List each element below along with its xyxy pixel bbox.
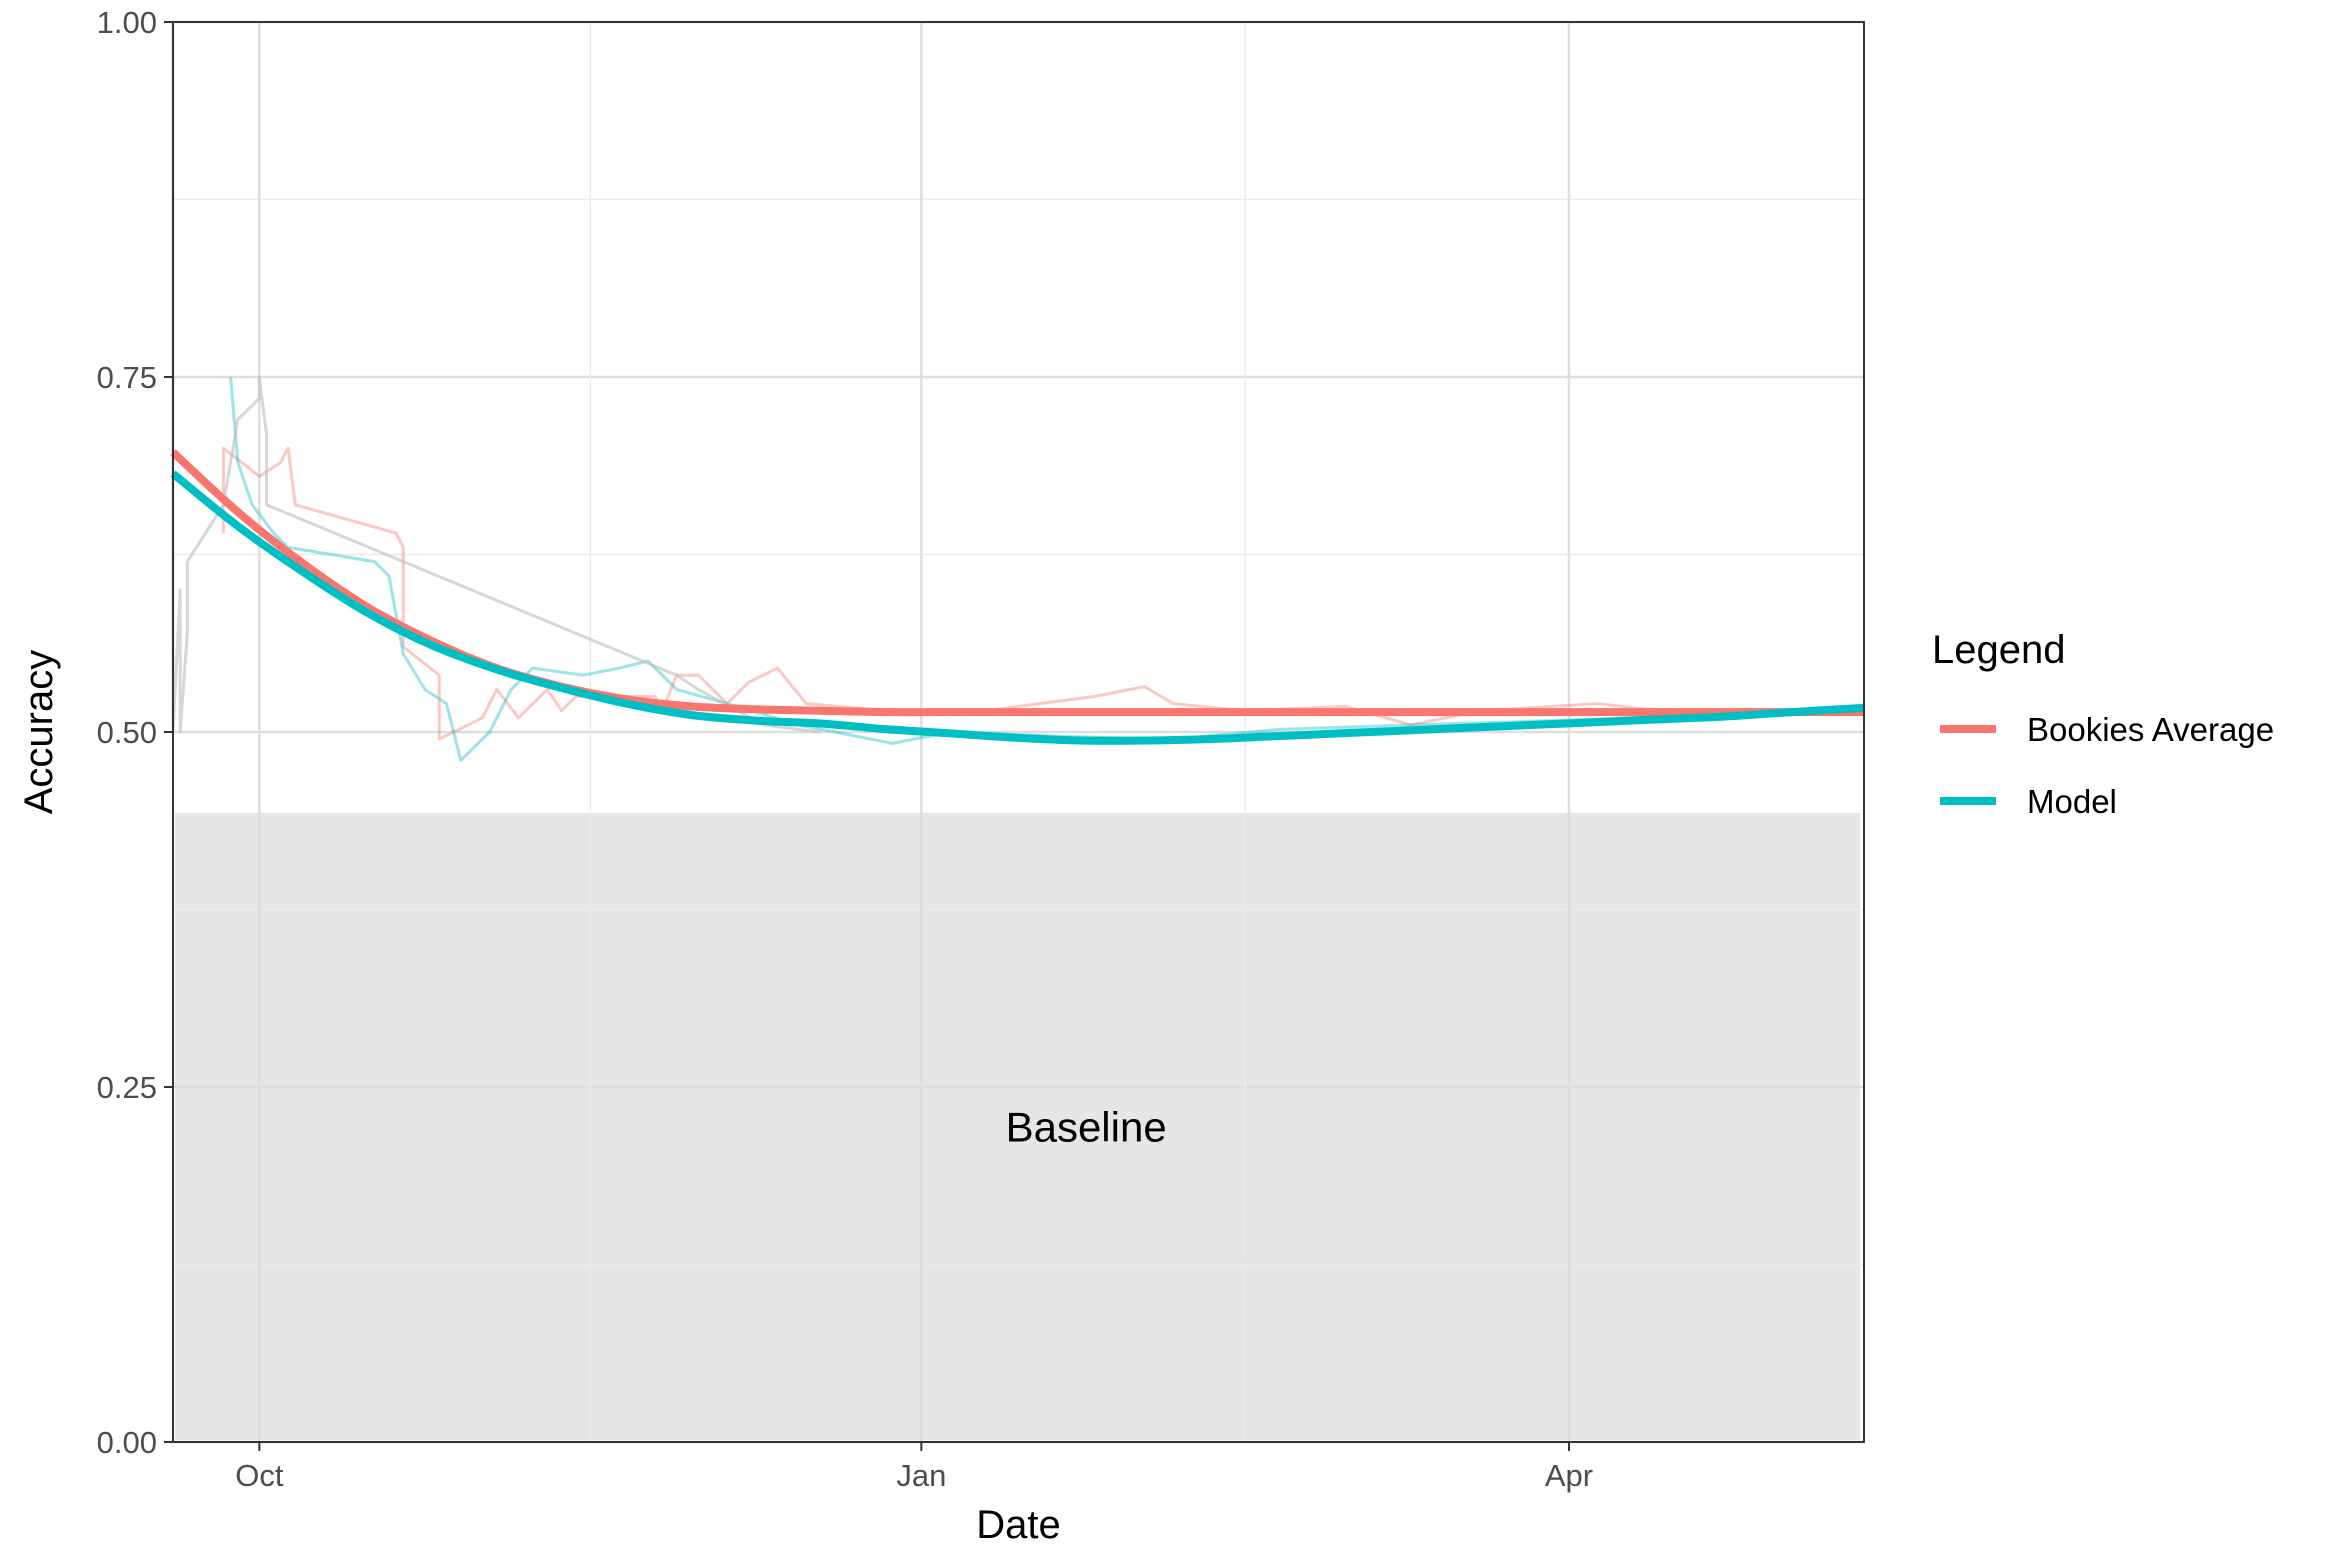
axes: 0.00 0.25 0.50 0.75 1.00 Oct Jan Apr [97,5,1593,1493]
x-tick-label: Apr [1545,1458,1593,1493]
y-tick-label: 0.75 [97,360,157,395]
x-tick-label: Jan [896,1458,946,1493]
y-axis-title: Accuracy [17,650,61,815]
x-tick-label: Oct [235,1458,284,1493]
raw-line-overall [171,22,821,734]
y-tick-label: 1.00 [97,5,157,40]
baseline-region [175,812,1860,1440]
x-axis-title: Date [976,1503,1061,1547]
y-tick-label: 0.25 [97,1070,157,1105]
y-tick-label: 0.00 [97,1425,157,1460]
legend: Legend Bookies Average Model [1932,628,2274,820]
smooth-line-model [170,470,1865,745]
legend-label-model: Model [2027,783,2117,820]
baseline-label: Baseline [1006,1103,1167,1150]
y-tick-label: 0.50 [97,715,157,750]
legend-title: Legend [1932,628,2065,672]
smoothed-series-lines [170,449,1865,745]
legend-label-bookies-average: Bookies Average [2027,711,2274,748]
